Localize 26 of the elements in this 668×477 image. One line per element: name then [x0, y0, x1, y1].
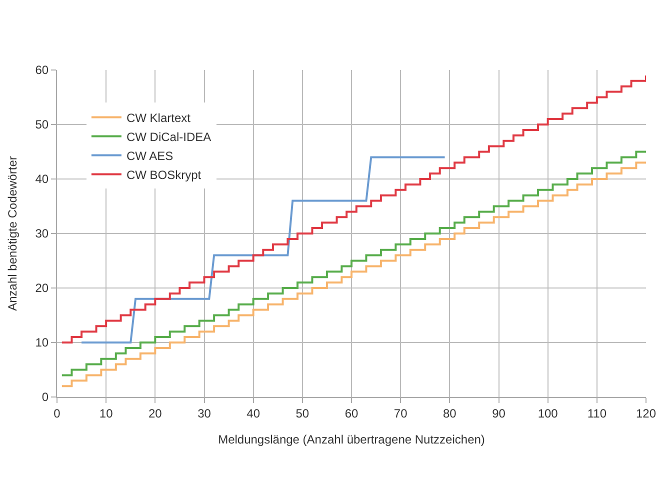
y-tick-label: 60: [35, 63, 49, 78]
x-tick-label: 40: [246, 406, 260, 420]
x-tick-label: 20: [148, 406, 162, 420]
y-axis-title: Anzahl benötigte Codewörter: [6, 156, 20, 311]
x-tick-label: 70: [394, 406, 408, 420]
legend-label: CW AES: [126, 148, 174, 163]
y-tick-label: 30: [35, 226, 49, 241]
x-tick-label: 100: [538, 406, 558, 420]
x-axis-title: Meldungslänge (Anzahl übertragene Nutzzeichen): [218, 432, 485, 446]
y-tick-label: 10: [35, 336, 49, 350]
y-tick-label: 40: [35, 172, 49, 186]
x-tick-label: 30: [198, 406, 212, 420]
legend-label: CW DiCal-IDEA: [126, 130, 212, 144]
x-tick-label: 50: [296, 406, 310, 420]
y-tick-label: 0: [42, 390, 49, 404]
x-tick-label: 110: [587, 406, 607, 420]
x-tick-label: 120: [636, 406, 656, 420]
x-tick-label: 10: [99, 406, 114, 420]
y-tick-label: 50: [35, 118, 49, 132]
legend-label: CW BOSkrypt: [126, 168, 202, 182]
x-tick-label: 80: [442, 406, 457, 420]
x-tick-label: 60: [344, 406, 358, 420]
legend-label: CW Klartext: [126, 110, 192, 125]
y-tick-label: 20: [35, 281, 49, 296]
x-tick-label: 90: [492, 406, 506, 420]
x-tick-label: 0: [54, 406, 61, 420]
